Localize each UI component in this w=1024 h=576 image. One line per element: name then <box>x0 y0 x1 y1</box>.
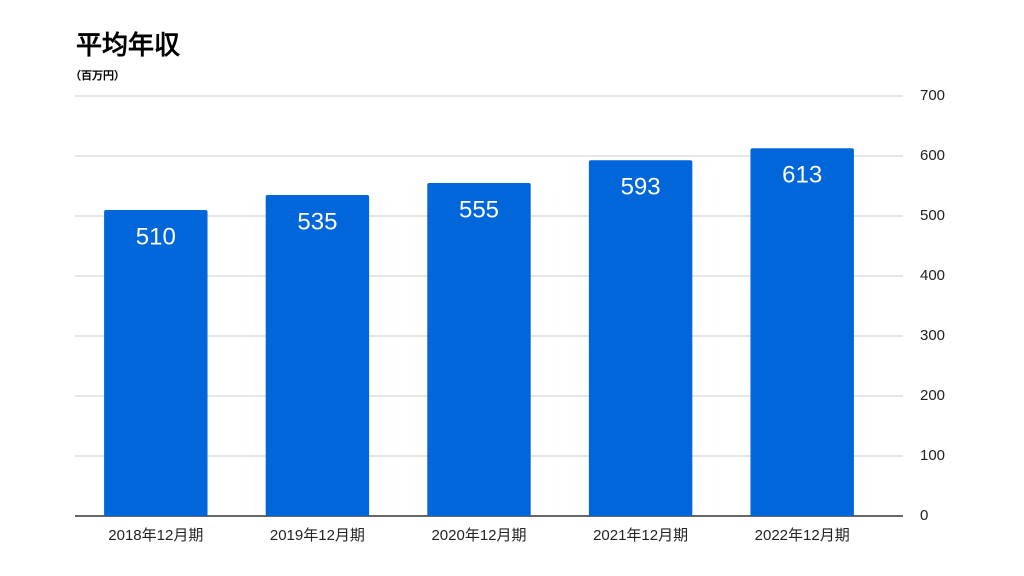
x-tick-label: 2019年12月期 <box>270 527 365 544</box>
data-label: 535 <box>297 208 337 235</box>
x-tick-label: 2022年12月期 <box>755 527 850 544</box>
data-label: 510 <box>136 223 176 250</box>
chart-subtitle: （百万円） <box>70 69 125 82</box>
data-label: 593 <box>621 174 661 201</box>
bar <box>750 148 854 516</box>
y-tick-label: 400 <box>920 267 945 284</box>
y-tick-label: 300 <box>920 327 945 344</box>
bar <box>588 160 693 516</box>
y-tick-label: 200 <box>920 387 945 404</box>
y-tick-label: 500 <box>920 207 945 224</box>
x-tick-label: 2018年12月期 <box>108 527 203 544</box>
data-label: 555 <box>459 196 499 223</box>
chart-title: 平均年収 <box>76 30 181 60</box>
y-tick-label: 100 <box>920 447 945 464</box>
bar <box>427 183 531 516</box>
y-tick-label: 700 <box>920 87 945 104</box>
bar <box>104 210 208 516</box>
x-tick-label: 2021年12月期 <box>593 527 688 544</box>
y-tick-label: 0 <box>920 507 928 524</box>
x-tick-label: 2020年12月期 <box>431 527 526 544</box>
y-tick-label: 600 <box>920 147 945 164</box>
data-label: 613 <box>782 162 822 189</box>
bar <box>265 195 370 516</box>
